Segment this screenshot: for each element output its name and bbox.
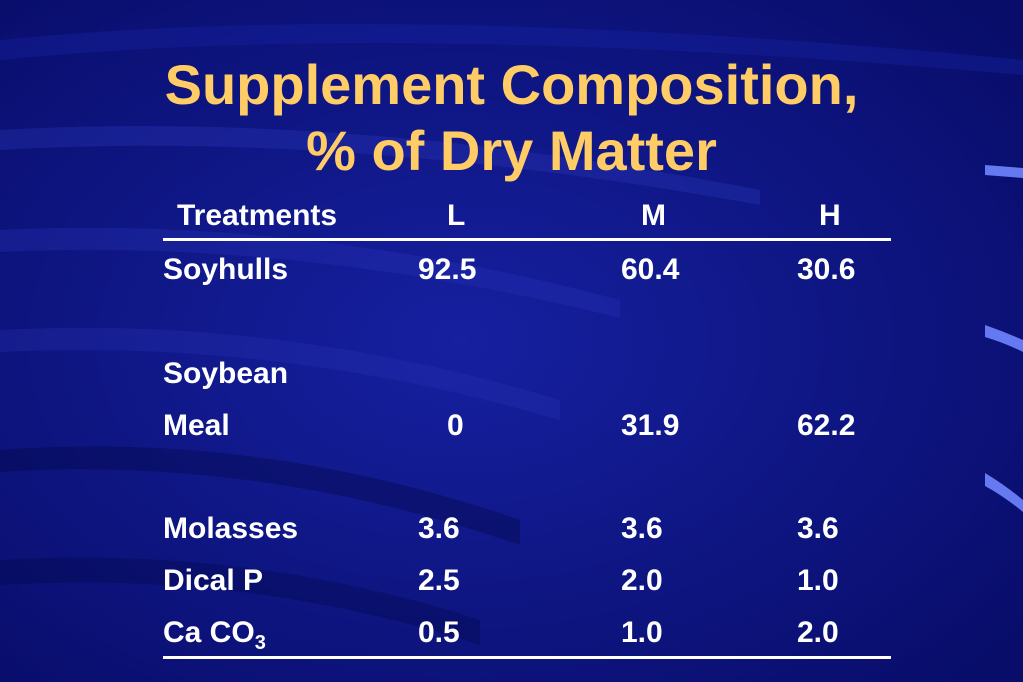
cell-dical-p-h: 1.0	[797, 564, 839, 597]
header-rule	[163, 238, 891, 241]
cell-caco3-m: 1.0	[621, 616, 663, 649]
header-l: L	[447, 199, 466, 232]
cell-molasses-m: 3.6	[621, 512, 663, 545]
row-label-caco3: Ca CO3	[163, 615, 266, 661]
caco3-subscript: 3	[254, 632, 266, 654]
row-label-soybean: Soybean	[163, 357, 289, 390]
row-label-molasses: Molasses	[163, 512, 299, 545]
header-treatments: Treatments	[177, 199, 338, 232]
row-label-meal: Meal	[163, 409, 230, 442]
cell-dical-p-l: 2.5	[418, 564, 460, 597]
title-line-1: Supplement Composition,	[164, 53, 859, 116]
cell-molasses-h: 3.6	[797, 512, 839, 545]
cell-soybean-meal-m: 31.9	[621, 409, 680, 442]
cell-caco3-l: 0.5	[418, 616, 460, 649]
cell-dical-p-m: 2.0	[621, 564, 663, 597]
cell-molasses-l: 3.6	[418, 512, 460, 545]
row-label-dical-p: Dical P	[163, 564, 264, 597]
cell-soyhulls-l: 92.5	[418, 253, 477, 286]
cell-caco3-h: 2.0	[797, 616, 839, 649]
title-line-2: % of Dry Matter	[306, 119, 717, 182]
cell-soybean-meal-h: 62.2	[797, 409, 856, 442]
cell-soyhulls-h: 30.6	[797, 253, 856, 286]
slide-title: Supplement Composition, % of Dry Matter	[0, 52, 1023, 184]
row-label-soyhulls: Soyhulls	[163, 253, 289, 286]
header-h: H	[819, 199, 841, 232]
caco3-main: Ca CO	[163, 616, 255, 649]
cell-soyhulls-m: 60.4	[621, 253, 680, 286]
header-m: M	[641, 199, 666, 232]
bottom-rule	[163, 656, 891, 659]
cell-soybean-meal-l: 0	[447, 409, 464, 442]
